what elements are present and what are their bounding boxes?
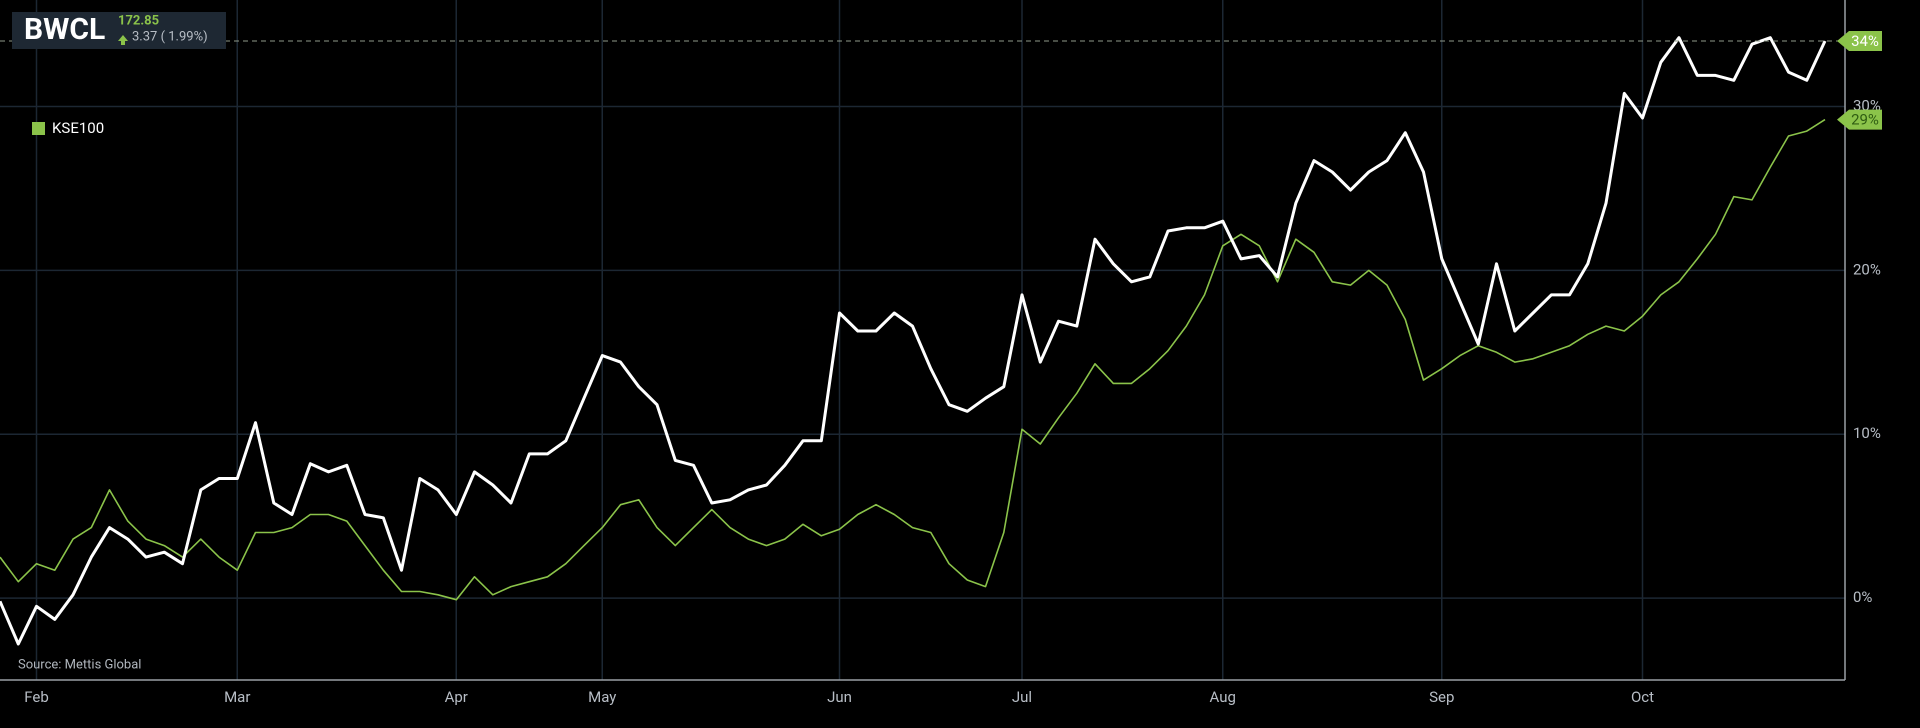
x-tick-label: Aug: [1210, 688, 1236, 706]
x-tick-label: Mar: [224, 688, 250, 706]
x-tick-label: Feb: [24, 688, 49, 706]
end-marker: [1837, 30, 1882, 51]
y-tick-label: 20%: [1853, 260, 1881, 278]
overlay: BWCL 172.85 3.37 ( 1.99%) KSE100 Source:…: [12, 12, 226, 672]
ticker: BWCL: [24, 12, 105, 47]
price: 172.85: [118, 13, 159, 28]
header-box: [12, 12, 226, 49]
y-tick-label: 0%: [1853, 588, 1872, 606]
legend-label: KSE100: [52, 119, 104, 137]
x-tick-label: May: [588, 688, 616, 706]
plot: 0%10%20%30%Feb Mar Apr May Jun Jul Aug Sep Oct34…: [0, 0, 1882, 706]
x-tick-label: Oct: [1631, 688, 1654, 706]
y-tick-label: 10%: [1853, 424, 1881, 442]
x-tick-label: Sep: [1429, 688, 1454, 706]
end-marker: [1837, 109, 1882, 130]
x-tick-label: Apr: [445, 688, 468, 706]
up-arrow: [118, 35, 128, 45]
source: Source: Mettis Global: [18, 657, 141, 672]
legend-swatch: [32, 122, 45, 135]
end-label: 34%: [1851, 32, 1879, 50]
x-tick-label: Jul: [1012, 688, 1032, 706]
series-line: [0, 118, 1826, 601]
x-tick-label: Jun: [827, 688, 852, 706]
end-label: 29%: [1851, 111, 1879, 129]
series-line: [0, 36, 1827, 646]
change: 3.37 ( 1.99%): [132, 29, 208, 44]
